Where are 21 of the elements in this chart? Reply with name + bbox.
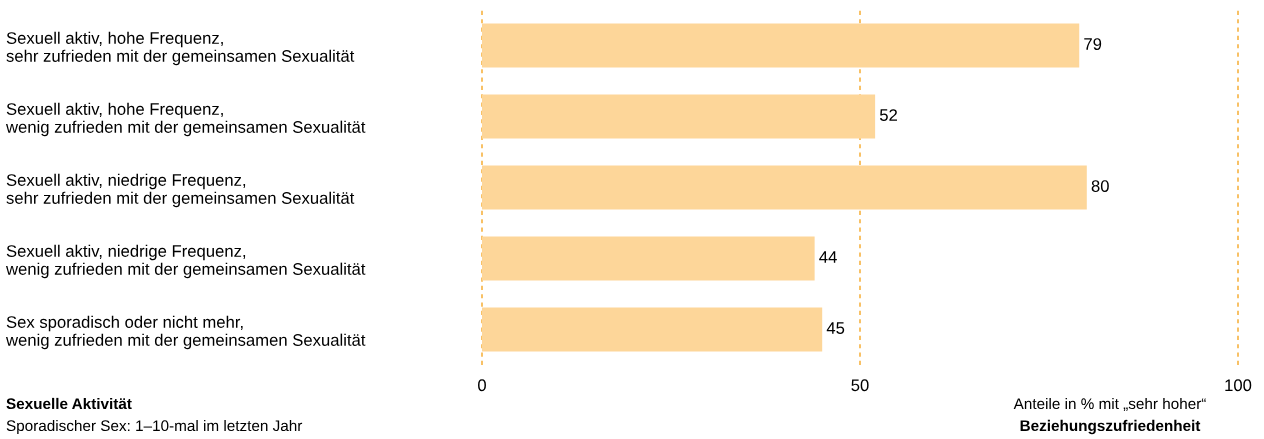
y-tick-label: Sexuell aktiv, niedrige Frequenz, wenig zufrieden mit der gemeinsamen Sexualität (5, 244, 366, 279)
bar (482, 23, 1080, 68)
data-label: 44 (819, 251, 837, 263)
x-axis-title: Anteile in % mit „sehr hoher“ Beziehungszufriedenheit (1013, 397, 1206, 435)
bar (482, 165, 1087, 210)
y-tick-label: Sex sporadisch oder nicht mehr, wenig zufrieden mit der gemeinsamen Sexualität (5, 315, 366, 350)
data-label: 80 (1091, 180, 1109, 192)
x-tick-label: 0 (478, 379, 486, 392)
bar (482, 94, 876, 139)
y-tick-label: Sexuell aktiv, hohe Frequenz, wenig zufrieden mit der gemeinsamen Sexualität (5, 102, 366, 137)
y-tick-label: Sexuell aktiv, hohe Frequenz, sehr zufrieden mit der gemeinsamen Sexualität (6, 31, 355, 66)
text: Sporadischer Sex: 1–10-mal im letzten Jahr (6, 419, 303, 435)
data-label: 79 (1084, 38, 1102, 50)
y-tick-label: Sexuell aktiv, niedrige Frequenz, sehr zufrieden mit der gemeinsamen Sexualität (6, 173, 355, 208)
data-label: 45 (826, 322, 845, 334)
data-label: 52 (879, 109, 897, 121)
text: Sexuelle Aktivität (6, 397, 132, 410)
x-tick-label: 100 (1225, 379, 1252, 392)
bar (482, 307, 823, 352)
x-tick-label: 50 (851, 379, 869, 392)
bar (482, 236, 815, 281)
